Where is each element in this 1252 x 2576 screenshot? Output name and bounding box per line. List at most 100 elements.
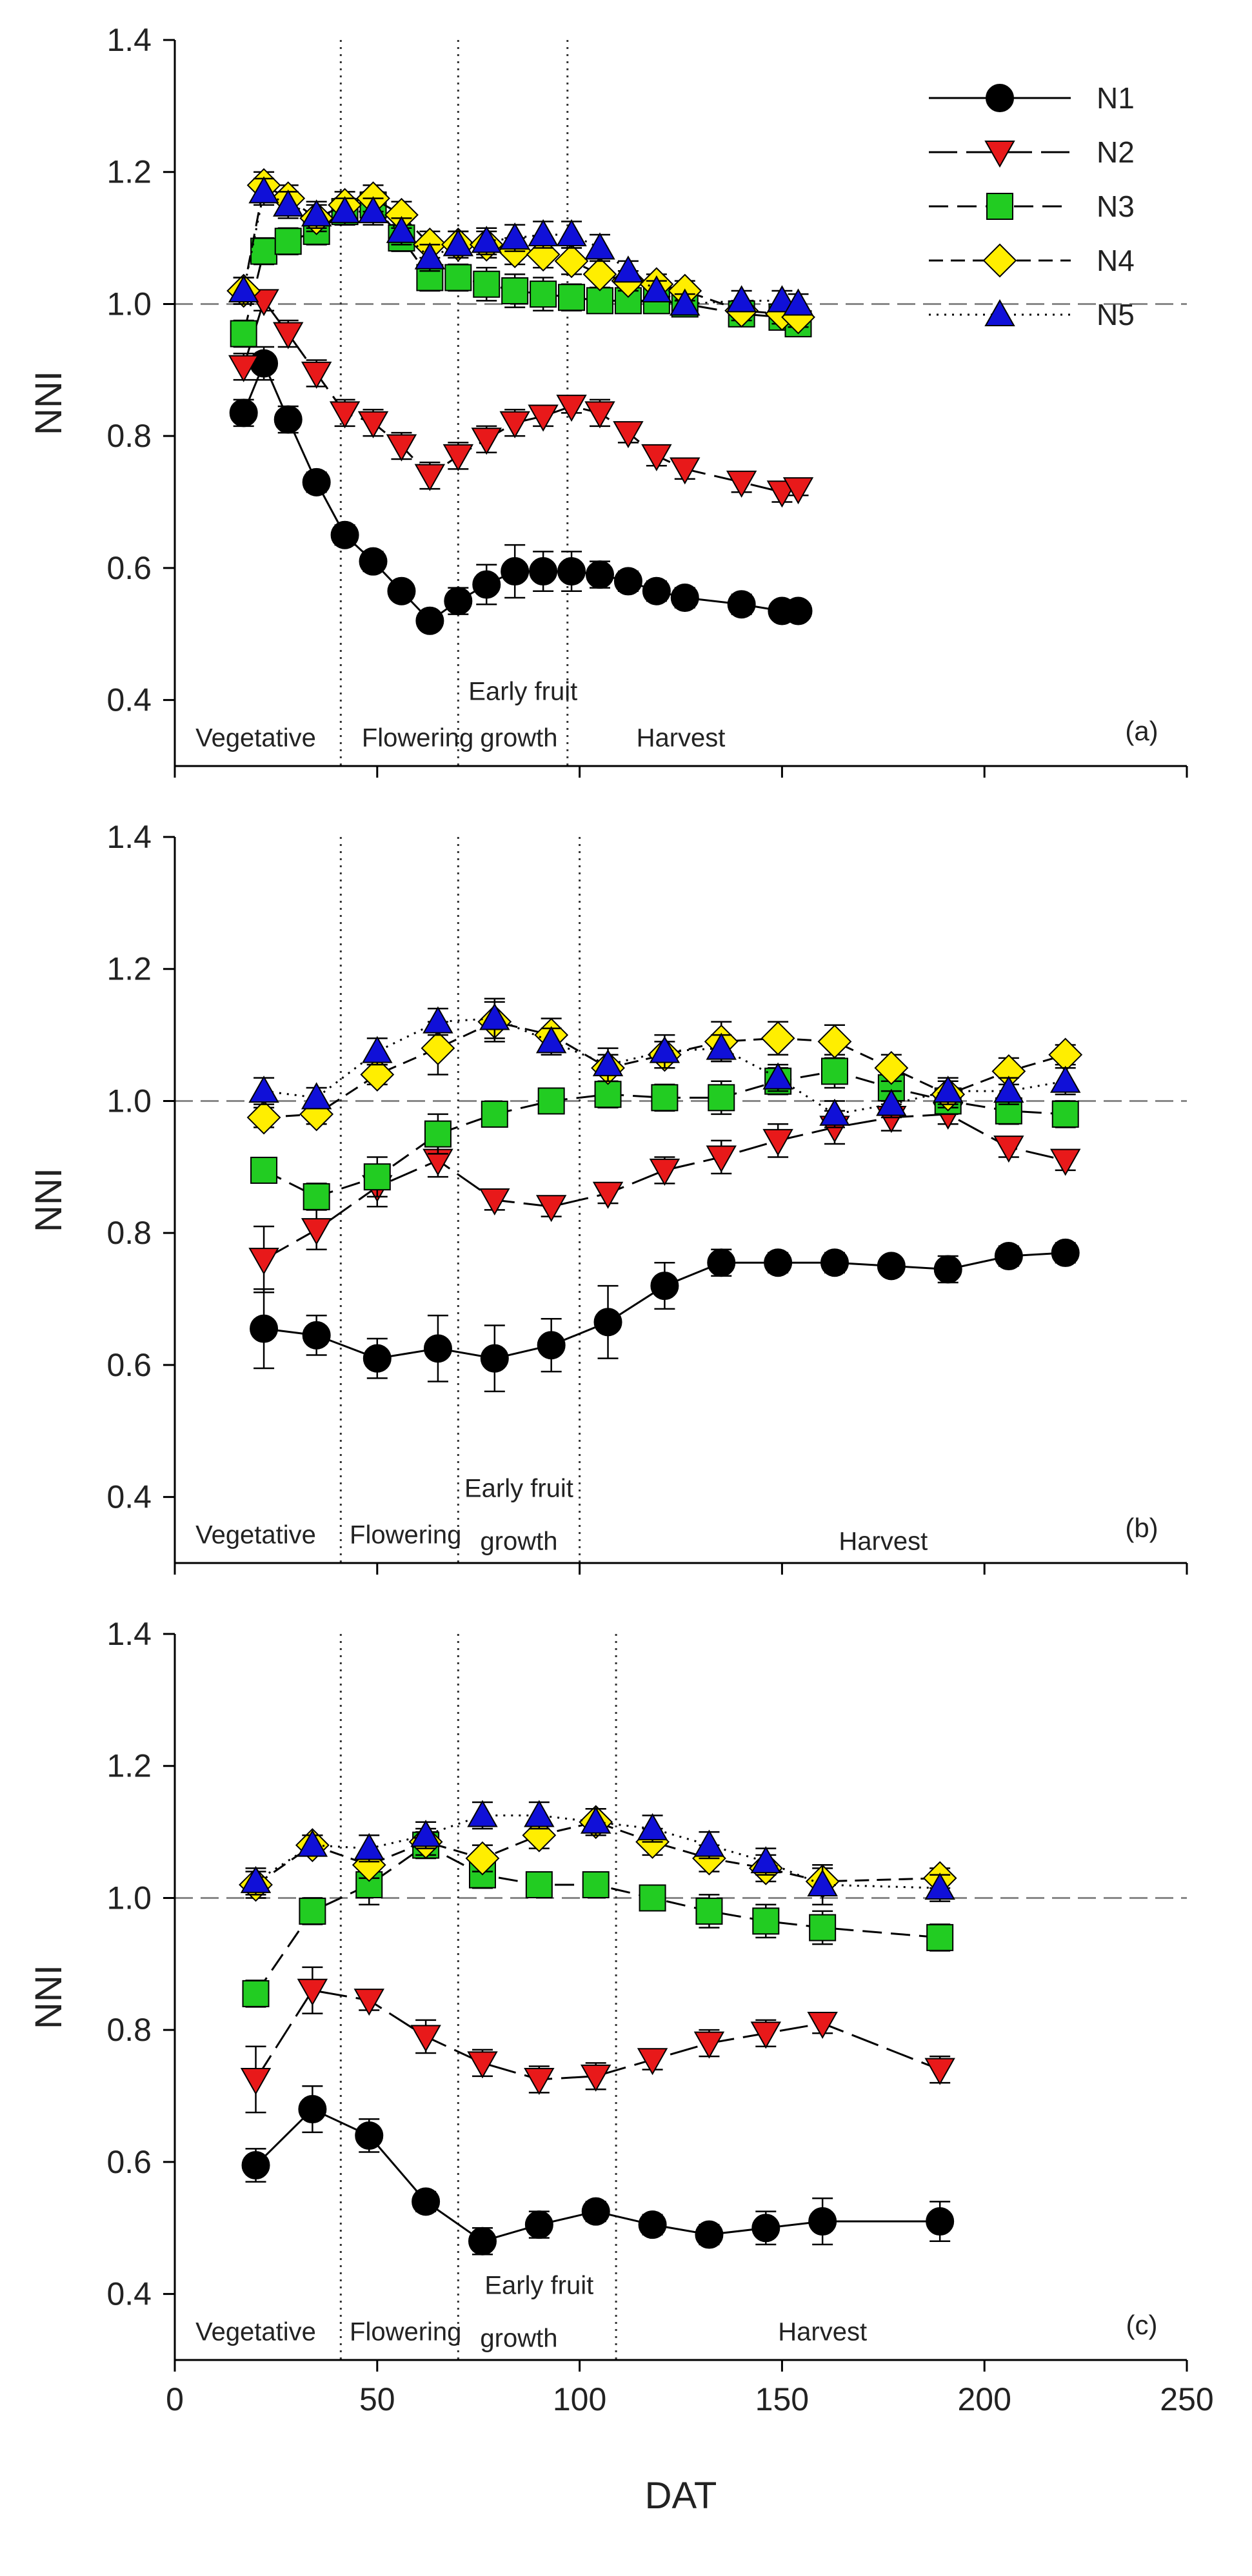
data-point-N4 [554, 244, 589, 279]
data-point-N1 [363, 1344, 392, 1373]
data-point-N5 [273, 189, 304, 217]
data-point-N5 [924, 1873, 955, 1900]
data-point-N2 [637, 2048, 668, 2076]
data-point-N3 [926, 1923, 954, 1951]
data-point-N1 [727, 590, 756, 619]
phase-label: Harvest [637, 723, 726, 752]
y-tick-label: 0.4 [106, 2276, 152, 2312]
x-tick-label: 200 [957, 2381, 1011, 2417]
data-point-N1 [412, 2187, 441, 2216]
x-tick-label: 100 [553, 2381, 606, 2417]
data-point-N1 [926, 2207, 955, 2236]
data-point-N5 [641, 275, 672, 302]
panel-c: Vegetative Flowering growth Early fruit Harv… [28, 1616, 1188, 2372]
data-point-N1 [250, 1314, 279, 1343]
data-point-N3 [501, 277, 529, 304]
data-point-N3 [525, 1871, 553, 1898]
phase-label: Vegetative [195, 723, 316, 752]
data-point-N1 [650, 1272, 679, 1301]
data-point-N2 [726, 470, 757, 498]
data-point-N5 [524, 1800, 555, 1827]
data-point-N1 [877, 1252, 906, 1281]
data-point-N5 [228, 275, 259, 302]
data-point-N2 [584, 401, 615, 429]
data-point-N1 [751, 2214, 780, 2243]
data-point-N3 [586, 287, 613, 315]
y-tick-label: 1.4 [106, 819, 152, 855]
series-line-N4 [263, 1021, 1066, 1119]
y-tick-label: 1.0 [106, 1880, 152, 1916]
y-tick-label: 1.2 [106, 154, 152, 190]
data-point-N5 [479, 1003, 510, 1030]
data-point-N5 [706, 1032, 737, 1060]
data-point-N2 [641, 444, 672, 471]
phase-label: Harvest [778, 2317, 867, 2346]
data-point-N2 [240, 2067, 272, 2095]
phase-label: growth [480, 2325, 557, 2353]
legend-marker-N4 [982, 243, 1017, 278]
data-point-N1 [537, 1331, 566, 1360]
data-point-N5 [876, 1088, 907, 1116]
data-point-N2 [670, 457, 701, 485]
data-point-N2 [556, 395, 587, 422]
data-point-N3 [230, 320, 257, 348]
data-point-N3 [558, 284, 586, 311]
phase-label: Flowering [350, 1520, 461, 1549]
data-point-N2 [613, 421, 644, 449]
data-point-N2 [414, 464, 446, 491]
data-point-N1 [1051, 1238, 1080, 1267]
data-point-N2 [993, 1136, 1024, 1163]
data-point-N5 [584, 232, 615, 260]
phase-label: Early fruit [464, 1475, 573, 1503]
data-point-N2 [297, 1978, 328, 2006]
phase-label: Vegetative [195, 1520, 316, 1549]
data-point-N5 [535, 1026, 567, 1054]
data-point-N1 [524, 2210, 553, 2239]
data-point-N2 [353, 1989, 384, 2016]
data-point-N3 [820, 1057, 848, 1085]
series-line-N2 [263, 1113, 1066, 1261]
data-point-N1 [670, 583, 699, 612]
data-point-N5 [471, 226, 502, 253]
legend-label-N3: N3 [1097, 190, 1135, 223]
data-point-N1 [808, 2207, 837, 2236]
data-point-N5 [301, 1082, 332, 1110]
data-point-N2 [924, 2058, 955, 2085]
y-tick-label: 1.0 [106, 286, 152, 322]
data-point-N3 [752, 1907, 780, 1935]
data-point-N5 [386, 215, 417, 243]
y-axis-title: NNI [28, 1168, 70, 1232]
data-point-N3 [444, 264, 472, 291]
data-point-N2 [750, 2021, 782, 2049]
data-point-N1 [415, 606, 444, 635]
data-point-N5 [528, 219, 559, 246]
phase-label: Harvest [839, 1528, 928, 1556]
phase-label: Vegetative [195, 2317, 316, 2346]
data-point-N5 [414, 242, 446, 270]
y-tick-label: 1.4 [106, 22, 152, 58]
data-point-N3 [639, 1884, 666, 1912]
data-point-N3 [809, 1914, 837, 1942]
x-axis-title: DAT [645, 2475, 717, 2517]
legend-marker-N5 [984, 299, 1015, 326]
data-point-N1 [355, 2121, 384, 2150]
data-point-N3 [355, 1871, 383, 1898]
legend-label-N2: N2 [1097, 135, 1135, 169]
x-tick-label: 50 [359, 2381, 395, 2417]
data-point-N1 [472, 570, 501, 599]
data-point-N5 [807, 1869, 838, 1896]
data-point-N2 [762, 1128, 793, 1156]
data-point-N1 [585, 560, 614, 589]
panel-label: (c) [1126, 2310, 1158, 2340]
data-point-N4 [246, 1100, 281, 1135]
data-point-N3 [695, 1897, 723, 1925]
data-point-N2 [528, 404, 559, 432]
y-tick-label: 1.2 [106, 1748, 152, 1784]
data-point-N3 [651, 1084, 679, 1112]
data-point-N5 [442, 229, 474, 257]
data-point-N3 [250, 1156, 278, 1184]
data-point-N5 [248, 1076, 279, 1103]
data-point-N5 [993, 1076, 1024, 1103]
data-point-N5 [240, 1865, 272, 1893]
